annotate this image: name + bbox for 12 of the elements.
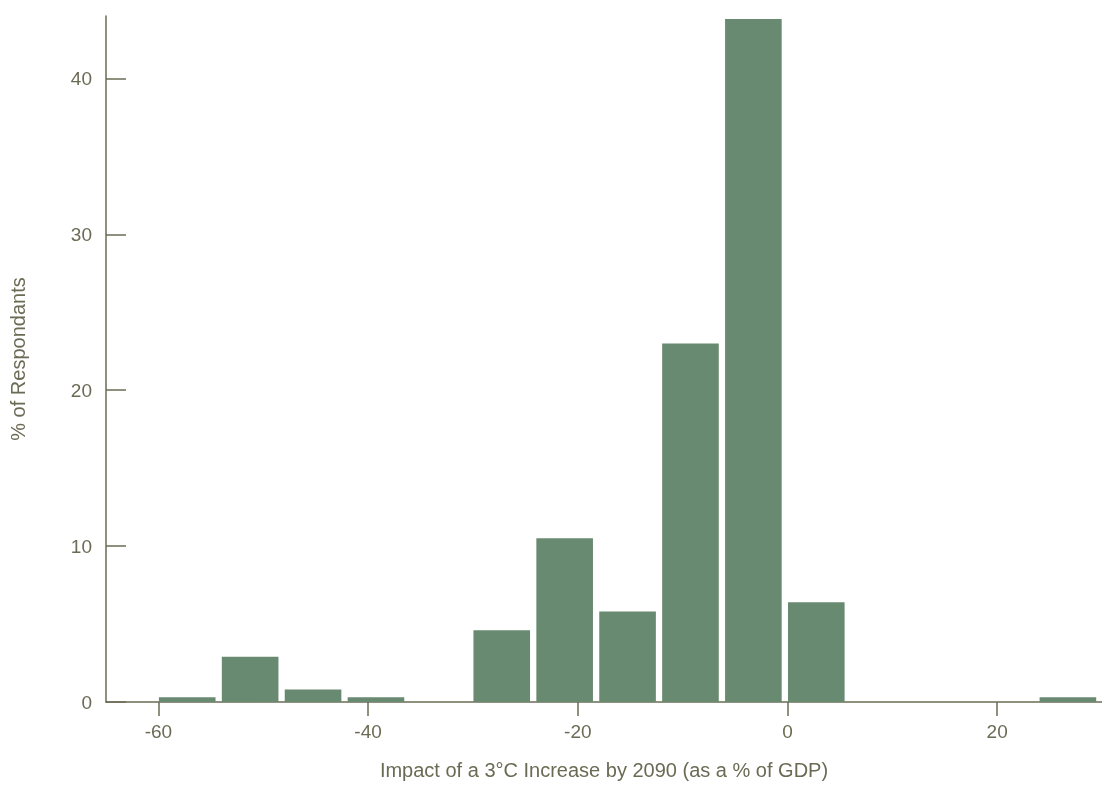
x-tick-label: -60 bbox=[144, 721, 173, 742]
y-tick-label: 0 bbox=[81, 691, 92, 713]
y-tick-label: 30 bbox=[70, 223, 92, 245]
x-axis-title: Impact of a 3°C Increase by 2090 (as a % of GDP) bbox=[379, 759, 829, 781]
y-tick-label: 10 bbox=[70, 535, 92, 557]
x-tick-label: -20 bbox=[564, 721, 592, 742]
x-tick-label: 0 bbox=[782, 721, 793, 742]
y-axis-title: % of Respondants bbox=[7, 277, 29, 441]
y-tick-label: 20 bbox=[70, 379, 92, 401]
x-tick-label: -40 bbox=[354, 721, 382, 742]
y-tick-label: 40 bbox=[70, 67, 92, 89]
x-tick-label: 20 bbox=[986, 721, 1008, 742]
